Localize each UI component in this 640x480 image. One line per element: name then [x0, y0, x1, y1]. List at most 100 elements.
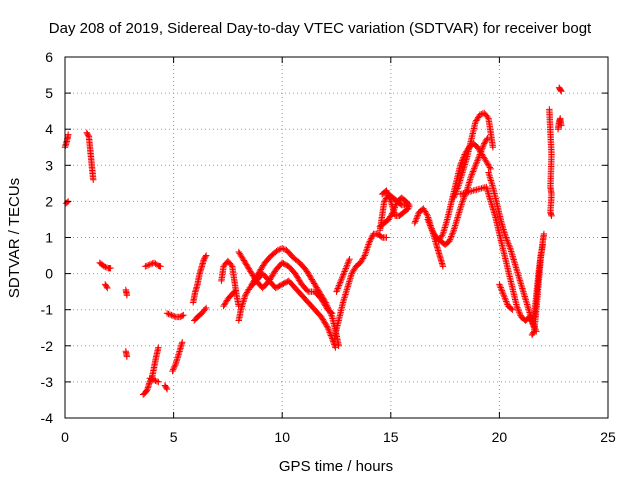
data-point-marker: [319, 293, 326, 301]
data-point-marker: [496, 282, 504, 290]
data-point-marker: [453, 186, 461, 194]
data-point-marker: [530, 329, 537, 336]
data-point-marker: [315, 287, 322, 294]
y-tick-label: -1: [41, 302, 54, 318]
data-point-marker: [383, 234, 390, 241]
data-point-marker: [423, 211, 431, 218]
data-point-marker: [231, 288, 238, 295]
y-axis-tick-labels: -4 -3 -2 -1 0 1 2 3 4 5 6: [41, 49, 54, 426]
data-point-marker: [539, 241, 547, 248]
data-point-marker: [325, 326, 332, 333]
data-point-marker: [453, 188, 460, 195]
data-point-marker: [480, 141, 487, 149]
data-point-marker: [414, 212, 421, 219]
y-tick-label: 5: [45, 85, 53, 101]
x-axis-label: GPS time / hours: [279, 458, 393, 475]
data-point-marker: [321, 297, 329, 305]
y-tick-label: 1: [45, 230, 53, 246]
data-point-marker: [558, 88, 565, 95]
data-point-marker: [424, 216, 431, 223]
data-point-marker: [388, 210, 396, 217]
data-point-marker: [294, 274, 301, 281]
data-point-marker: [201, 306, 209, 313]
data-point-marker: [153, 378, 161, 385]
data-point-marker: [320, 296, 328, 303]
data-point-marker: [241, 258, 248, 266]
data-point-marker: [392, 202, 399, 210]
data-point-marker: [257, 266, 264, 273]
data-point-marker: [171, 363, 178, 370]
data-point-marker: [165, 310, 172, 318]
data-point-marker: [484, 135, 491, 142]
data-point-marker: [249, 279, 256, 287]
data-point-marker: [146, 375, 153, 382]
data-point-marker: [438, 232, 446, 239]
data-point-marker: [454, 185, 461, 192]
data-point-marker: [251, 275, 259, 283]
data-point-marker: [484, 113, 491, 121]
x-axis-tick-labels: 0 5 10 15 20 25: [61, 429, 616, 445]
data-point-marker: [296, 277, 303, 284]
data-point-marker: [322, 321, 330, 329]
data-point-marker: [343, 263, 350, 271]
data-point-marker: [326, 308, 334, 316]
data-point-marker: [142, 263, 149, 270]
data-point-marker: [470, 166, 477, 174]
data-point-marker: [363, 247, 370, 255]
data-point-marker: [318, 315, 326, 322]
data-point-marker: [259, 262, 267, 269]
data-point-marker: [505, 240, 512, 247]
data-point-marker: [344, 260, 351, 268]
data-point-marker: [502, 296, 509, 304]
data-point-marker: [337, 277, 345, 285]
data-point-marker: [256, 267, 264, 275]
data-point-marker: [202, 252, 210, 259]
data-point-marker: [336, 280, 343, 288]
data-point-marker: [501, 295, 509, 302]
data-point-marker: [481, 139, 489, 146]
data-point-marker: [446, 237, 453, 245]
data-point-marker: [320, 317, 327, 325]
data-point-marker: [323, 302, 331, 309]
plot-frame: [64, 56, 609, 419]
data-point-marker: [292, 271, 300, 279]
data-point-marker: [248, 270, 256, 278]
data-point-marker: [425, 219, 433, 226]
data-point-marker: [146, 261, 153, 268]
data-point-marker: [317, 291, 324, 298]
data-point-marker: [449, 228, 457, 236]
y-tick-label: 4: [45, 121, 53, 137]
data-point-marker: [503, 299, 511, 307]
data-point-marker: [163, 385, 171, 393]
data-point-marker: [383, 187, 390, 194]
data-point-marker: [425, 217, 432, 225]
data-point-marker: [450, 194, 457, 201]
data-point-marker: [471, 163, 479, 171]
data-point-marker: [145, 261, 152, 269]
data-point-marker: [250, 278, 257, 285]
data-point-marker: [227, 261, 235, 269]
data-point-marker: [323, 323, 331, 330]
data-point-marker: [243, 261, 250, 268]
data-point-marker: [266, 276, 274, 283]
data-point-marker: [340, 269, 348, 277]
y-tick-label: -4: [41, 410, 54, 426]
data-point-marker: [503, 235, 510, 243]
data-point-marker: [314, 285, 321, 293]
data-point-marker: [304, 269, 311, 276]
data-point-marker: [268, 273, 275, 280]
x-tick-label: 0: [61, 429, 69, 445]
data-point-marker: [362, 249, 370, 256]
data-point-marker: [169, 312, 177, 319]
data-point-marker: [338, 274, 346, 281]
data-point-marker: [149, 376, 156, 383]
data-point-marker: [457, 162, 464, 169]
data-point-marker: [446, 236, 454, 243]
data-point-marker: [365, 241, 372, 248]
data-point-marker: [459, 198, 466, 205]
data-point-marker: [102, 263, 109, 271]
data-point-marker: [346, 255, 353, 263]
data-point-marker: [389, 209, 397, 216]
data-point-marker: [90, 176, 97, 183]
